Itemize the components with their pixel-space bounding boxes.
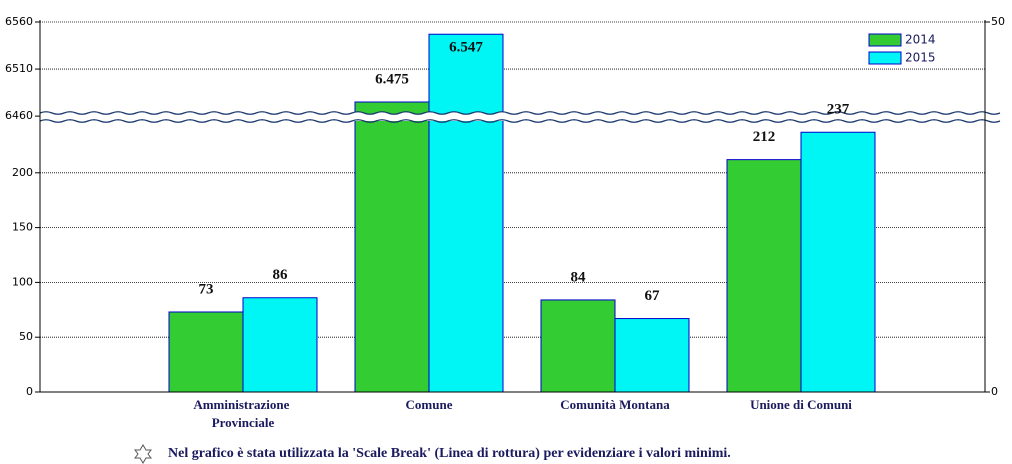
data-label: 73 (199, 281, 214, 297)
bar (614, 318, 690, 393)
bar (800, 131, 876, 393)
data-label: 84 (571, 269, 587, 285)
x-tick-label: Amministrazione Provinciale (193, 397, 292, 430)
bar (428, 33, 504, 393)
note-icon (134, 444, 152, 464)
y-tick-label: 200 (12, 166, 33, 179)
x-tick-label: Unione di Comuni (750, 397, 852, 412)
legend-label: 2015 (905, 51, 936, 65)
y-tick-label: 6560 (5, 15, 33, 28)
x-tick-label: Comune (406, 397, 453, 412)
y-tick-label: 6460 (5, 109, 33, 122)
x-tick-label: Comunità Montana (560, 397, 670, 412)
star (134, 444, 152, 464)
y2-tick-label: 50 (991, 15, 1005, 28)
bar (540, 299, 616, 393)
data-label: 237 (827, 102, 850, 118)
legend-swatch (868, 51, 902, 65)
legend-swatch (868, 33, 902, 47)
data-label: 6.547 (449, 40, 483, 56)
scale-break-fill (40, 114, 985, 121)
y2-tick-label: 0 (991, 385, 998, 398)
bar (242, 297, 318, 393)
y-tick-label: 100 (12, 275, 33, 288)
scale-break-line (39, 119, 1001, 123)
footnote: Nel grafico è stata utilizzata la 'Scale… (168, 446, 731, 461)
y-tick-label: 150 (12, 221, 33, 234)
bar (354, 101, 430, 393)
bar (726, 159, 802, 393)
data-label: 212 (753, 129, 776, 145)
data-label: 86 (273, 267, 289, 283)
data-label: 67 (645, 288, 661, 304)
legend-label: 2014 (905, 33, 936, 47)
y-tick-label: 0 (26, 385, 33, 398)
data-label: 6.475 (375, 71, 409, 87)
scale-break-line (39, 111, 1001, 115)
y-tick-label: 6510 (5, 62, 33, 75)
bar (168, 311, 244, 393)
y-tick-label: 50 (19, 330, 33, 343)
